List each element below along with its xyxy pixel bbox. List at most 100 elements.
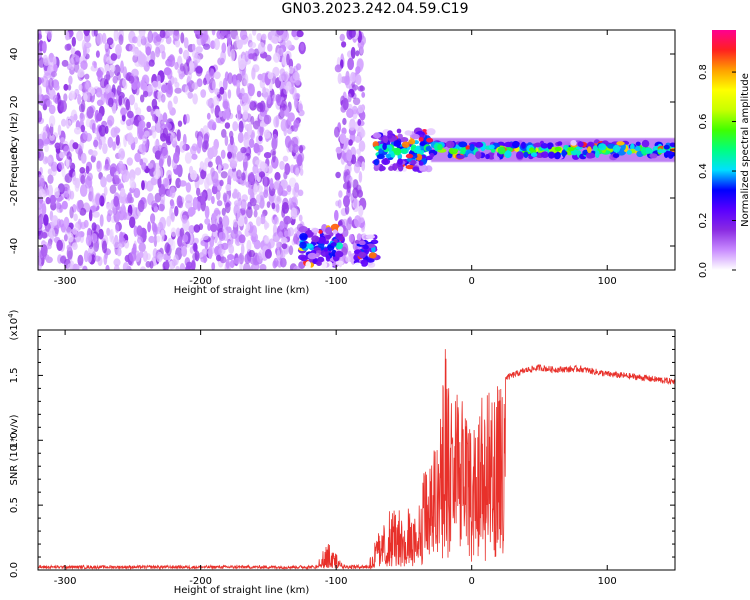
spectrogram-cell [263, 163, 268, 173]
spectrogram-cell [297, 189, 304, 197]
spectrogram-cell [229, 135, 234, 146]
spectrogram-cell [134, 152, 141, 163]
spectrogram-cell [85, 234, 92, 247]
spectrogram-cell [245, 223, 251, 232]
spectrogram-cell [147, 221, 152, 233]
spectrogram-cell [204, 177, 210, 190]
spectrogram-cell [66, 120, 72, 128]
spectrogram-cell [99, 214, 104, 227]
spectrogram-cell [192, 242, 198, 252]
spectrogram-cell [342, 152, 348, 161]
spectrogram-cell [146, 180, 154, 192]
spectrogram-cell [358, 140, 366, 152]
spectrogram-cell [100, 176, 107, 188]
spectrogram-cell [38, 197, 43, 210]
spectrogram-cell [274, 195, 282, 205]
spectrogram-cell [176, 195, 183, 208]
spectrogram-cell [361, 91, 366, 98]
spectrogram-cell [317, 256, 325, 263]
spectrogram-cell [72, 171, 77, 182]
spectrogram-cell [44, 144, 49, 153]
spectrogram-cell [356, 233, 362, 241]
spectrogram-cell [264, 235, 270, 244]
spectrogram-cell [361, 161, 366, 172]
spectrogram-cell [61, 118, 67, 127]
spectrogram-cell [48, 77, 54, 91]
spectrogram-cell [347, 250, 352, 257]
spectrogram-cell [561, 149, 567, 158]
spectrogram-cell [104, 63, 111, 74]
spectrogram-cell [383, 135, 389, 144]
spectrogram-cell [63, 83, 69, 91]
spectrogram-cell [263, 114, 272, 125]
spectrogram-cell [540, 143, 549, 149]
spectrogram-cell [497, 146, 506, 155]
spectrogram-cell [158, 144, 163, 152]
spectrogram-cell [249, 41, 257, 49]
spectrogram-cell [185, 113, 190, 124]
spectrogram-cell [263, 176, 268, 188]
spectrogram-cell [101, 32, 107, 44]
spectrogram-cell [161, 50, 166, 60]
spectrogram-cell [272, 66, 280, 77]
spectrogram-cell [232, 173, 238, 182]
spectrogram-cell [219, 256, 227, 264]
spectrogram-cell [179, 140, 187, 153]
spectrogram-cell [185, 182, 192, 193]
spectrogram-cell [318, 242, 325, 249]
y-axis-label: Frequency (Hz) [9, 112, 20, 188]
spectrogram-cell [295, 63, 302, 71]
spectrogram-cell [227, 72, 233, 85]
spectrogram-cell [635, 141, 641, 146]
spectrogram-cell [110, 163, 118, 174]
spectrogram-cell [200, 89, 207, 98]
spectrogram-cell [107, 136, 114, 148]
spectrogram-cell [196, 201, 201, 212]
spectrogram-cell [378, 148, 383, 154]
spectrogram-cell [218, 110, 223, 118]
spectrogram-cell [228, 244, 235, 255]
spectrogram-cell [157, 203, 165, 212]
spectrogram-cell [210, 223, 218, 233]
spectrogram-cell [227, 168, 234, 180]
spectrogram-cell [169, 186, 176, 199]
colorbar-tick-label: 0.6 [698, 114, 709, 130]
x-axis-label: Height of straight line (km) [174, 585, 310, 596]
spectrogram-cell [271, 202, 276, 210]
spectrogram-cell [137, 236, 143, 244]
spectrogram-cell [334, 126, 340, 138]
spectrogram-cell [335, 146, 342, 154]
spectrogram-cell [113, 258, 121, 267]
spectrogram-cell [168, 54, 176, 68]
spectrogram-cell [38, 149, 44, 162]
y-tick-label: -40 [9, 238, 20, 254]
spectrogram-cell [151, 98, 158, 110]
spectrogram-cell [323, 247, 329, 252]
spectrogram-cell [141, 180, 145, 191]
spectrogram-cell [102, 143, 108, 155]
spectrogram-cell [90, 154, 96, 163]
spectrogram-cell [153, 234, 158, 247]
spectrogram-cell [286, 81, 292, 91]
spectrogram-cell [533, 142, 543, 148]
spectrogram-cell [410, 159, 417, 165]
spectrogram-cell [194, 130, 199, 139]
snr-series-line [38, 349, 675, 570]
spectrogram-cell [174, 39, 181, 48]
spectrogram-cell [253, 264, 259, 270]
spectrogram-cell [148, 235, 155, 244]
spectrogram-cell [232, 191, 238, 199]
spectrogram-cell [284, 230, 289, 237]
x-tick-label: -100 [325, 576, 348, 587]
spectrogram-cell [246, 206, 253, 219]
spectrogram-cell [341, 127, 347, 135]
spectrogram-cell [66, 244, 72, 251]
spectrogram-cell [425, 145, 432, 152]
spectrogram-cell [83, 93, 88, 102]
spectrogram-cell [202, 162, 207, 171]
spectrogram-cell [148, 59, 155, 67]
spectrogram-cell [143, 90, 149, 98]
spectrogram-cell [151, 200, 158, 209]
colorbar-tick-label: 0.2 [698, 213, 709, 229]
spectrogram-cell [38, 186, 44, 197]
